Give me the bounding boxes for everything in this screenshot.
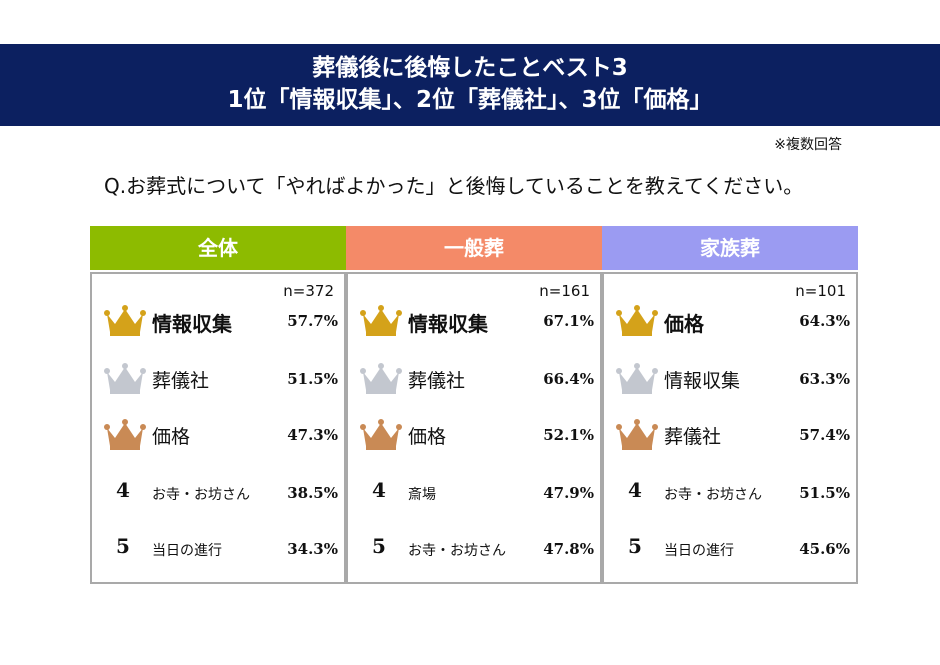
rank-number: 5 xyxy=(116,534,130,558)
rank-percent: 64.3% xyxy=(799,312,850,330)
rank-number: 5 xyxy=(372,534,386,558)
rank-label: 情報収集 xyxy=(664,370,741,392)
survey-question: Q.お葬式について「やればよかった」と後悔していることを教えてください。 xyxy=(104,174,804,198)
crown-silver-icon xyxy=(360,362,402,396)
crown-bronze-icon xyxy=(616,418,658,452)
panel-body: n=372 情報収集 57.7% 葬儀社 51.5% 価格 47.3% 4 お寺・お坊さん 38.… xyxy=(90,272,346,584)
rank-number: 5 xyxy=(628,534,642,558)
rank-row: 情報収集 67.1% xyxy=(348,300,600,340)
rank-percent: 51.5% xyxy=(799,484,850,502)
multiple-answer-note: ※複数回答 xyxy=(774,137,842,153)
rank-number: 4 xyxy=(116,478,130,502)
rank-row: 4 斎場 47.9% xyxy=(348,472,600,512)
rank-percent: 57.4% xyxy=(799,426,850,444)
panel-header: 家族葬 xyxy=(602,226,858,270)
rank-number: 4 xyxy=(628,478,642,502)
rank-percent: 51.5% xyxy=(287,370,338,388)
rank-row: 5 当日の進行 45.6% xyxy=(604,528,856,568)
rank-percent: 52.1% xyxy=(543,426,594,444)
rank-percent: 57.7% xyxy=(287,312,338,330)
sample-size: n=101 xyxy=(795,282,846,300)
rank-percent: 47.8% xyxy=(543,540,594,558)
panel-body: n=161 情報収集 67.1% 葬儀社 66.4% 価格 52.1% 4 斎場 47.9% 5 お寺… xyxy=(346,272,602,584)
panel-0: 全体 n=372 情報収集 57.7% 葬儀社 51.5% 価格 47.3% 4 お寺・お坊さん 3… xyxy=(90,226,346,584)
rank-number: 4 xyxy=(372,478,386,502)
crown-bronze-icon xyxy=(104,418,146,452)
panel-1: 一般葬 n=161 情報収集 67.1% 葬儀社 66.4% 価格 52.1% 4 斎場 47.9%… xyxy=(346,226,602,584)
crown-silver-icon xyxy=(104,362,146,396)
rank-row: 価格 64.3% xyxy=(604,300,856,340)
rank-percent: 67.1% xyxy=(543,312,594,330)
crown-gold-icon xyxy=(616,304,658,338)
title-banner: 葬儀後に後悔したことベスト3 1位「情報収集」、2位「葬儀社」、3位「価格」 xyxy=(0,44,940,126)
rank-row: 5 当日の進行 34.3% xyxy=(92,528,344,568)
rank-label: 当日の進行 xyxy=(664,543,734,559)
rank-label: 葬儀社 xyxy=(408,370,466,392)
crown-silver-icon xyxy=(616,362,658,396)
rank-label: 当日の進行 xyxy=(152,543,222,559)
rank-row: 4 お寺・お坊さん 38.5% xyxy=(92,472,344,512)
rank-percent: 47.9% xyxy=(543,484,594,502)
rank-label: 情報収集 xyxy=(408,312,488,336)
sample-size: n=372 xyxy=(283,282,334,300)
rank-row: 情報収集 63.3% xyxy=(604,358,856,398)
crown-gold-icon xyxy=(104,304,146,338)
rank-row: 情報収集 57.7% xyxy=(92,300,344,340)
title-line-1: 葬儀後に後悔したことベスト3 xyxy=(312,55,628,81)
rank-label: お寺・お坊さん xyxy=(664,487,762,503)
rank-row: 価格 47.3% xyxy=(92,414,344,454)
rank-percent: 47.3% xyxy=(287,426,338,444)
panel-body: n=101 価格 64.3% 情報収集 63.3% 葬儀社 57.4% 4 お寺・お坊さん 51.… xyxy=(602,272,858,584)
rank-label: お寺・お坊さん xyxy=(408,543,506,559)
rank-row: 価格 52.1% xyxy=(348,414,600,454)
panel-header: 一般葬 xyxy=(346,226,602,270)
rank-label: 斎場 xyxy=(408,487,436,503)
rank-label: 価格 xyxy=(408,426,447,448)
rank-percent: 34.3% xyxy=(287,540,338,558)
rank-percent: 63.3% xyxy=(799,370,850,388)
rank-percent: 45.6% xyxy=(799,540,850,558)
rank-label: 価格 xyxy=(664,312,704,336)
rank-label: 葬儀社 xyxy=(152,370,210,392)
rank-percent: 66.4% xyxy=(543,370,594,388)
sample-size: n=161 xyxy=(539,282,590,300)
rank-label: 価格 xyxy=(152,426,191,448)
rank-row: 葬儀社 51.5% xyxy=(92,358,344,398)
crown-gold-icon xyxy=(360,304,402,338)
rank-label: 情報収集 xyxy=(152,312,232,336)
panel-header: 全体 xyxy=(90,226,346,270)
panel-2: 家族葬 n=101 価格 64.3% 情報収集 63.3% 葬儀社 57.4% 4 お寺・お坊さん… xyxy=(602,226,858,584)
rank-label: 葬儀社 xyxy=(664,426,722,448)
rank-row: 葬儀社 57.4% xyxy=(604,414,856,454)
rank-label: お寺・お坊さん xyxy=(152,487,250,503)
rank-row: 5 お寺・お坊さん 47.8% xyxy=(348,528,600,568)
rank-row: 葬儀社 66.4% xyxy=(348,358,600,398)
crown-bronze-icon xyxy=(360,418,402,452)
title-line-2: 1位「情報収集」、2位「葬儀社」、3位「価格」 xyxy=(227,87,713,113)
rank-percent: 38.5% xyxy=(287,484,338,502)
rank-row: 4 お寺・お坊さん 51.5% xyxy=(604,472,856,512)
